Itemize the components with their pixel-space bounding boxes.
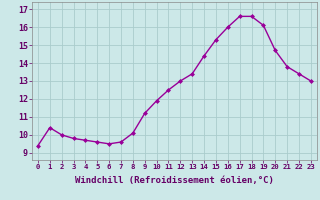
X-axis label: Windchill (Refroidissement éolien,°C): Windchill (Refroidissement éolien,°C) — [75, 176, 274, 185]
